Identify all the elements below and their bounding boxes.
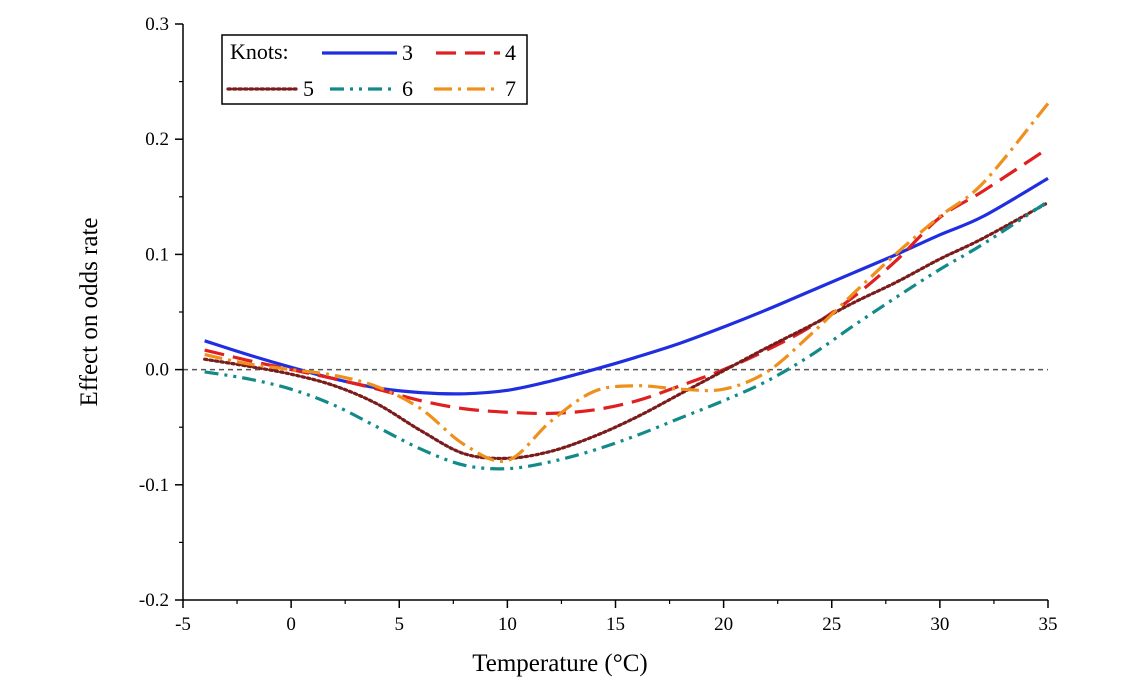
legend-label-knots-5: 5 [303, 76, 314, 101]
x-tick-label: 30 [930, 614, 949, 635]
legend-label-knots-3: 3 [402, 40, 413, 65]
legend-label-knots-4: 4 [505, 40, 516, 65]
y-tick-label: 0.0 [145, 360, 169, 381]
legend-box [221, 34, 528, 105]
series-line-knots-4 [204, 147, 1049, 416]
x-axis-title: Temperature (°C) [472, 650, 648, 677]
y-tick-label: -0.2 [139, 590, 169, 611]
series-line-knots-3 [204, 176, 1049, 396]
y-tick-label: 0.1 [145, 244, 169, 265]
legend-title: Knots: [230, 39, 289, 64]
legend-label-knots-6: 6 [402, 76, 413, 101]
series-line-knots-7 [204, 102, 1050, 463]
legend-label-knots-7: 7 [505, 76, 516, 101]
legend: Knots: 3 4 5 6 7 [221, 34, 528, 105]
y-tick-label: 0.2 [145, 129, 169, 150]
plot-lines [183, 102, 1050, 471]
x-tick-label: 25 [822, 614, 841, 635]
x-tick-label: 10 [498, 614, 517, 635]
x-tick-label: 15 [606, 614, 625, 635]
x-tick-label: 20 [714, 614, 733, 635]
axes: -5 0 5 10 15 20 25 30 35-0.2-0.10.00.10.20.3 [139, 14, 1058, 635]
y-tick-label: -0.1 [139, 475, 169, 496]
y-tick-label: 0.3 [145, 14, 169, 35]
x-tick-label: 35 [1039, 614, 1058, 635]
x-tick-label: 0 [286, 614, 296, 635]
x-tick-label: -5 [175, 614, 191, 635]
y-axis-title: Effect on odds rate [76, 217, 103, 406]
series-line-knots-5 [203, 200, 1050, 461]
x-tick-label: 5 [395, 614, 405, 635]
